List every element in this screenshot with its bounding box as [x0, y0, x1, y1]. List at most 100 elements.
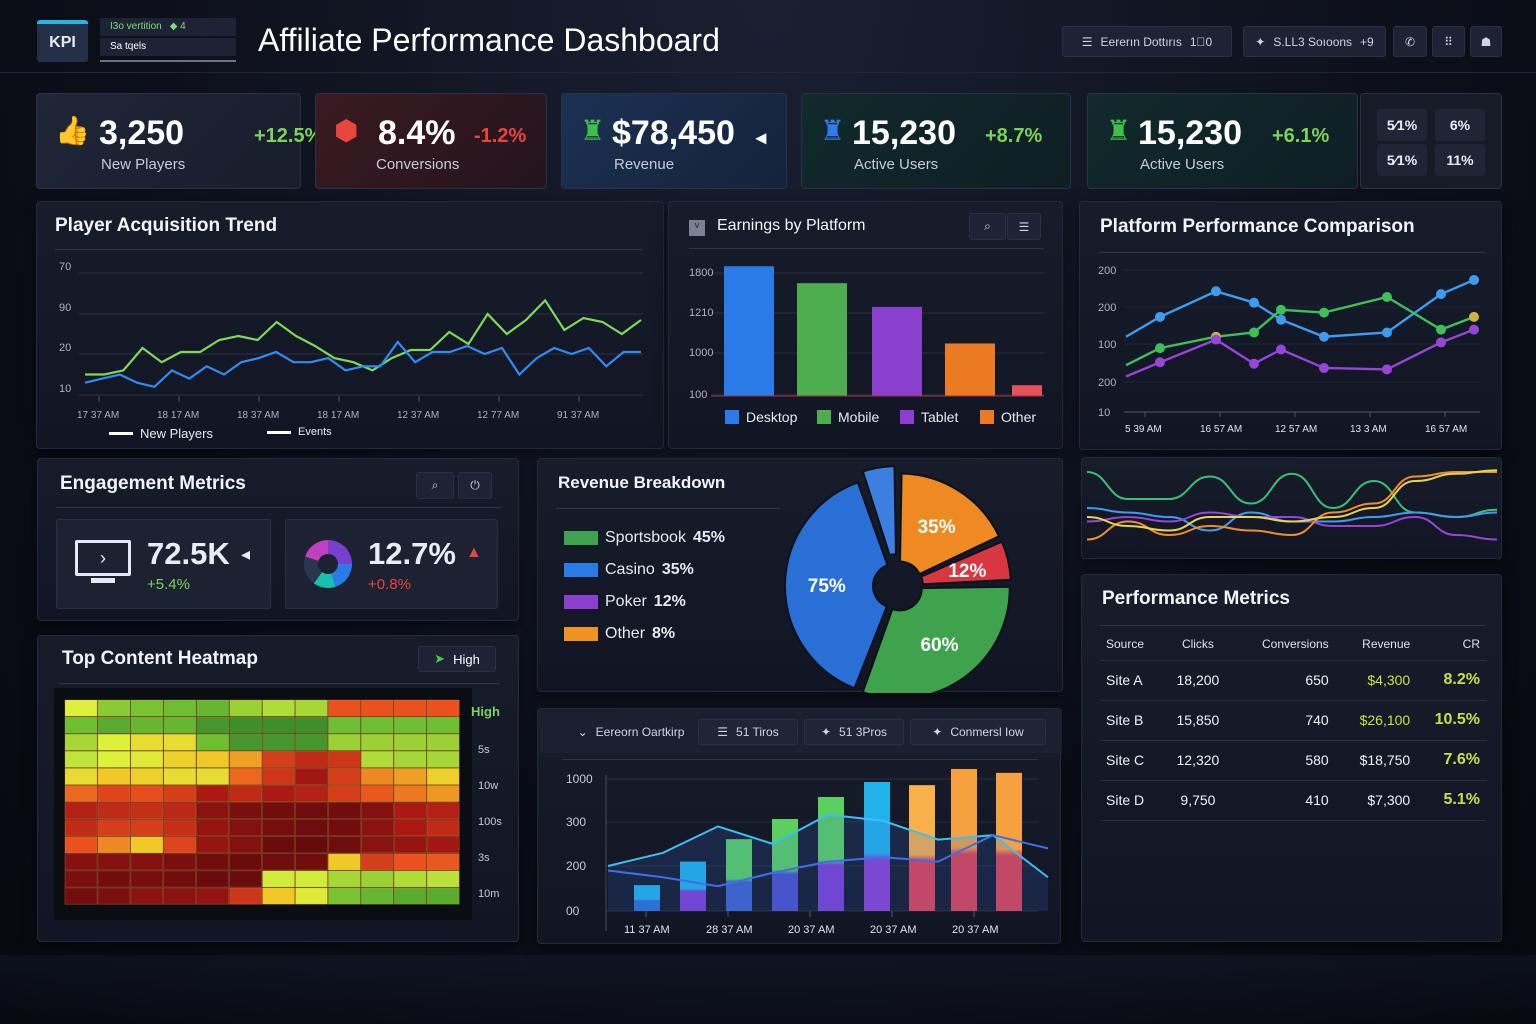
- heatmap-cell: [97, 870, 131, 888]
- toolbar-button[interactable]: ✦ Conmersl Iow: [910, 719, 1046, 745]
- data-point: [1211, 286, 1221, 297]
- heatmap-cell: [295, 750, 328, 768]
- heatmap-cell: [393, 768, 427, 785]
- kpi-value: 15,230: [852, 114, 956, 152]
- heatmap-cell: [262, 785, 295, 803]
- mini-series-3: [1086, 471, 1497, 541]
- x-tick-label: 18 37 AM: [237, 410, 279, 421]
- kpi-value: $78,450: [612, 114, 735, 152]
- heatmap-cell: [426, 887, 460, 905]
- heatmap-cell: [262, 853, 295, 871]
- page-title: Affiliate Performance Dashboard: [258, 22, 720, 58]
- heatmap-cell: [229, 802, 262, 820]
- heatmap-cell: [328, 887, 361, 905]
- x-tick-label: 20 37 AM: [870, 924, 916, 936]
- scale-label: 10m: [478, 888, 500, 900]
- x-tick-label: 13 3 AM: [1350, 424, 1387, 435]
- kpi-card[interactable]: ♜ 15,230 +6.1% Active Users: [1087, 93, 1358, 189]
- heatmap-cell: [360, 785, 394, 803]
- status-widget[interactable]: I3o vertition ◆ 4 Sa tqels: [100, 18, 236, 62]
- panel-title: Engagement Metrics: [60, 473, 246, 494]
- phone-button[interactable]: ✆: [1393, 26, 1427, 57]
- header-button-1[interactable]: ☰ Eererın Dottırıs 1⃣0: [1062, 26, 1232, 57]
- heatmap-cell: [393, 802, 427, 820]
- column-header[interactable]: Source: [1100, 628, 1169, 661]
- data-point: [1436, 337, 1446, 348]
- engagement-panel: Engagement Metrics ⌕ ⏻ › 72.5K ◂ +5.4% 1…: [37, 458, 519, 621]
- pin-icon: ✦: [820, 725, 832, 739]
- header-button-1-suffix: 1⃣0: [1189, 34, 1213, 49]
- collapse-icon[interactable]: v: [689, 220, 705, 236]
- stacked-bar: [864, 782, 890, 911]
- column-header[interactable]: Revenue: [1334, 628, 1417, 661]
- status-line-1-suffix: ◆ 4: [169, 21, 186, 32]
- acquisition-chart: 10 20 90 70 17 37 AM 18 17 AM 18 37 AM 18 17 AM…: [59, 261, 643, 421]
- y-tick-label: 100: [689, 389, 707, 401]
- panel-title: Earnings by Platform: [717, 217, 866, 234]
- toolbar-button[interactable]: ☰ 51 Tiros: [698, 719, 798, 745]
- data-point: [1249, 358, 1259, 369]
- toolbar-button[interactable]: ⌄ Eereorn Oartkirp: [577, 725, 685, 739]
- mini-cell: 11%: [1435, 144, 1485, 176]
- heatmap-cell: [163, 853, 197, 871]
- x-tick-label: 12 77 AM: [477, 410, 519, 421]
- metrics-table: Source Clicks Conversions Revenue CR Site A …: [1100, 628, 1486, 821]
- user-button[interactable]: ☗: [1470, 26, 1502, 57]
- panel-title: Top Content Heatmap: [62, 648, 258, 669]
- table-row[interactable]: Site A 18,200 650 $4,300 8.2%: [1100, 660, 1486, 701]
- stacked-bar: [726, 839, 752, 911]
- kpi-card[interactable]: ♜ 15,230 +8.7% Active Users: [801, 93, 1071, 189]
- data-point: [1276, 344, 1286, 355]
- kpi-delta: -1.2%: [474, 125, 527, 147]
- kpi-card[interactable]: ⬢ 8.4% -1.2% Conversions: [315, 93, 547, 189]
- heatmap-cell: [229, 768, 262, 785]
- heatmap-cell: [229, 887, 262, 905]
- revenue-panel: Revenue Breakdown Sportsbook 45% Casino 35%…: [537, 458, 1063, 693]
- kpi-card[interactable]: 👍 3,250 +12.5% New Players: [36, 93, 322, 189]
- heatmap-cell: [328, 836, 361, 854]
- cell-clicks: 9,750: [1168, 780, 1228, 821]
- grid-button[interactable]: ⠿: [1432, 26, 1465, 57]
- pin-icon: ✦: [932, 725, 943, 739]
- column-header[interactable]: Conversions: [1227, 628, 1335, 661]
- table-row[interactable]: Site C 12,320 580 $18,750 7.6%: [1100, 740, 1486, 781]
- heatmap-cell: [328, 870, 361, 888]
- heatmap-cell: [328, 768, 361, 785]
- high-filter-button[interactable]: ➤ High: [418, 646, 496, 672]
- heatmap-cell: [97, 750, 131, 768]
- heatmap-cell: [163, 750, 197, 768]
- kpi-card[interactable]: ♜ $78,450 ◂ Revenue: [561, 93, 787, 189]
- metric-delta: +5.4%: [147, 576, 190, 593]
- y-tick-label: 1000: [566, 772, 593, 786]
- header-button-2[interactable]: ✦ S.LL3 Soıoons +9: [1243, 26, 1386, 57]
- bar-desktop: [724, 266, 774, 396]
- search-button[interactable]: ⌕: [416, 472, 454, 499]
- y-tick-label: 10: [1098, 407, 1110, 419]
- refresh-button[interactable]: ⏻: [458, 472, 492, 499]
- heatmap-cell: [163, 733, 197, 751]
- heatmap-cell: [97, 733, 131, 751]
- menu-button[interactable]: ☰: [1007, 213, 1041, 240]
- search-button[interactable]: ⌕: [969, 213, 1006, 240]
- table-row[interactable]: Site D 9,750 410 $7,300 5.1%: [1100, 780, 1486, 821]
- heatmap-cell: [328, 716, 361, 734]
- heatmap-cell: [97, 768, 131, 785]
- legend-item: Desktop: [725, 409, 797, 425]
- stacked-panel: ⌄ Eereorn Oartkirp ☰ 51 Tiros ✦ 51 3Pros ✦ Conm…: [537, 708, 1062, 944]
- column-header[interactable]: CR: [1416, 628, 1486, 661]
- heatmap-cell: [196, 733, 230, 751]
- heatmap-cell: [64, 802, 98, 820]
- heatmap-cell: [393, 819, 427, 837]
- cell-revenue: $4,300: [1334, 660, 1417, 701]
- panel-title: Player Acquisition Trend: [55, 215, 278, 236]
- heatmap-cell: [295, 716, 328, 734]
- metrics-panel: Performance Metrics Source Clicks Conversi…: [1081, 574, 1502, 942]
- earnings-chart: 1800 1210 1000 100: [689, 266, 1044, 401]
- column-header[interactable]: Clicks: [1168, 628, 1228, 661]
- table-row[interactable]: Site B 15,850 740 $26,100 10.5%: [1100, 700, 1486, 741]
- heatmap-cell: [393, 887, 427, 905]
- heatmap-cell: [426, 819, 460, 837]
- heatmap-cell: [393, 699, 427, 717]
- legend-item: Tablet: [900, 409, 958, 425]
- toolbar-button[interactable]: ✦ 51 3Pros: [804, 719, 904, 745]
